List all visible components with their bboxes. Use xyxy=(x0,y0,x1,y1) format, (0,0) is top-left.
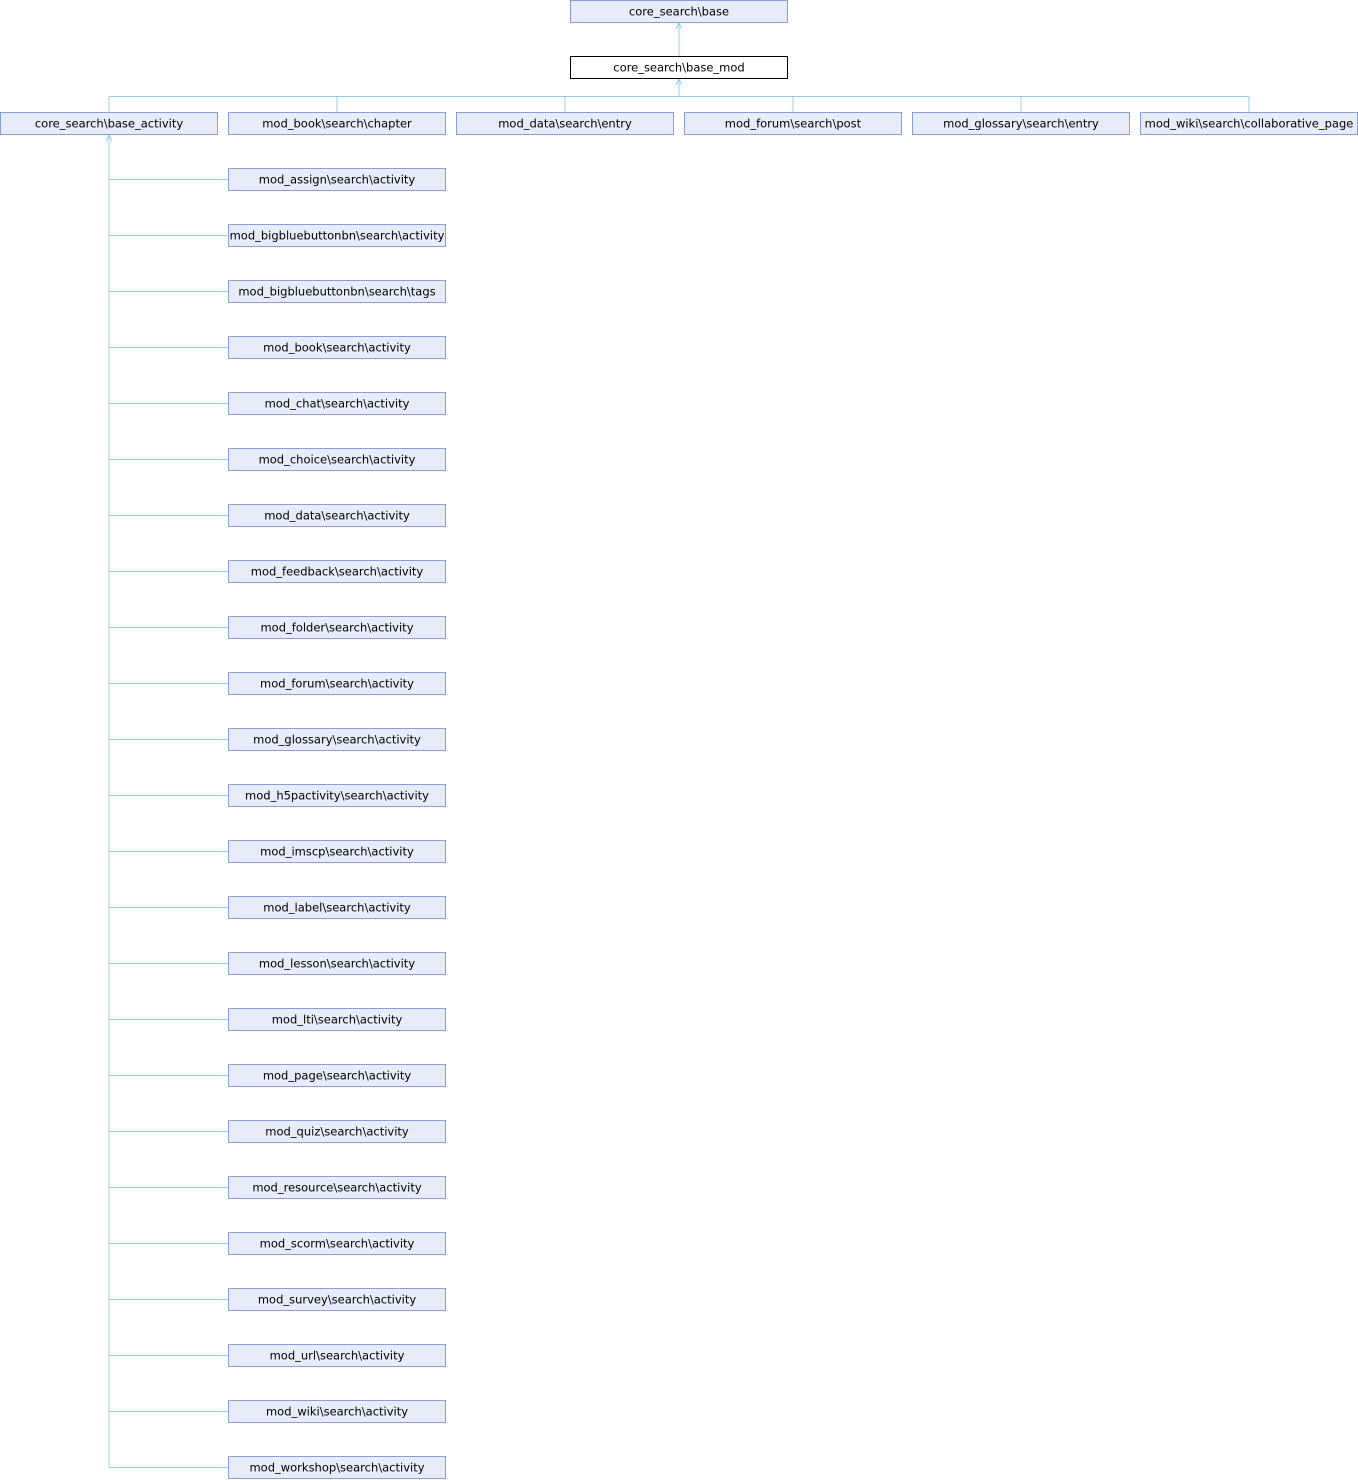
class-node-label: mod_choice\search\activity xyxy=(259,453,416,467)
class-node-box xyxy=(228,1400,446,1423)
class-node-box xyxy=(570,0,788,23)
class-node-box xyxy=(0,112,218,135)
class-node-box xyxy=(228,504,446,527)
class-node-label: mod_chat\search\activity xyxy=(265,397,410,411)
class-node-mod-resource-search-activity[interactable]: mod_resource\search\activity xyxy=(228,1176,446,1199)
class-node-label: mod_folder\search\activity xyxy=(260,621,413,635)
class-node-box xyxy=(228,1008,446,1031)
class-node-mod-folder-search-activity[interactable]: mod_folder\search\activity xyxy=(228,616,446,639)
class-node-mod-glossary-search-activity[interactable]: mod_glossary\search\activity xyxy=(228,728,446,751)
class-node-box xyxy=(228,1288,446,1311)
class-node-label: mod_data\search\activity xyxy=(264,509,410,523)
class-node-mod-book-search-chapter[interactable]: mod_book\search\chapter xyxy=(228,112,446,135)
class-node-box xyxy=(228,672,446,695)
class-node-label: mod_survey\search\activity xyxy=(258,1293,417,1307)
class-node-box xyxy=(228,1344,446,1367)
class-node-mod-choice-search-activity[interactable]: mod_choice\search\activity xyxy=(228,448,446,471)
class-node-box xyxy=(228,1120,446,1143)
class-node-label: mod_bigbluebuttonbn\search\activity xyxy=(230,229,445,243)
class-node-mod-h5pactivity-search-activity[interactable]: mod_h5pactivity\search\activity xyxy=(228,784,446,807)
class-node-mod-survey-search-activity[interactable]: mod_survey\search\activity xyxy=(228,1288,446,1311)
class-node-label: mod_data\search\entry xyxy=(498,117,632,131)
class-node-mod-label-search-activity[interactable]: mod_label\search\activity xyxy=(228,896,446,919)
class-node-box xyxy=(912,112,1130,135)
class-node-label: mod_forum\search\activity xyxy=(260,677,414,691)
class-node-label: mod_lesson\search\activity xyxy=(259,957,415,971)
class-node-box xyxy=(228,336,446,359)
class-node-label: mod_scorm\search\activity xyxy=(260,1237,415,1251)
class-node-box xyxy=(228,952,446,975)
class-node-mod-wiki-search-collaborative-page[interactable]: mod_wiki\search\collaborative_page xyxy=(1140,112,1358,135)
class-node-box xyxy=(228,1176,446,1199)
class-node-label: core_search\base_mod xyxy=(613,61,744,75)
class-node-label: core_search\base_activity xyxy=(35,117,183,131)
class-node-mod-forum-search-post[interactable]: mod_forum\search\post xyxy=(684,112,902,135)
class-node-mod-feedback-search-activity[interactable]: mod_feedback\search\activity xyxy=(228,560,446,583)
class-node-label: mod_assign\search\activity xyxy=(259,173,416,187)
class-node-box xyxy=(228,840,446,863)
class-node-box xyxy=(456,112,674,135)
class-node-label: mod_url\search\activity xyxy=(270,1349,405,1363)
class-node-mod-lti-search-activity[interactable]: mod_lti\search\activity xyxy=(228,1008,446,1031)
class-node-label: mod_bigbluebuttonbn\search\tags xyxy=(238,285,435,299)
class-node-mod-bigbluebuttonbn-search-tags[interactable]: mod_bigbluebuttonbn\search\tags xyxy=(228,280,446,303)
class-node-core-search-base-mod: core_search\base_mod xyxy=(570,56,788,79)
class-node-label: mod_glossary\search\activity xyxy=(253,733,421,747)
class-node-box xyxy=(228,616,446,639)
class-node-mod-assign-search-activity[interactable]: mod_assign\search\activity xyxy=(228,168,446,191)
class-node-box xyxy=(228,224,446,247)
class-node-box xyxy=(228,1064,446,1087)
class-node-box xyxy=(228,280,446,303)
class-node-label: mod_label\search\activity xyxy=(263,901,411,915)
class-node-label: mod_glossary\search\entry xyxy=(943,117,1099,131)
class-node-box xyxy=(228,1456,446,1479)
class-node-mod-lesson-search-activity[interactable]: mod_lesson\search\activity xyxy=(228,952,446,975)
class-node-box xyxy=(228,168,446,191)
class-node-mod-wiki-search-activity[interactable]: mod_wiki\search\activity xyxy=(228,1400,446,1423)
class-node-label: mod_wiki\search\activity xyxy=(266,1405,408,1419)
class-node-box xyxy=(228,728,446,751)
class-node-label: mod_book\search\chapter xyxy=(262,117,412,131)
class-node-box xyxy=(228,1232,446,1255)
class-node-label: mod_feedback\search\activity xyxy=(251,565,424,579)
class-node-mod-glossary-search-entry[interactable]: mod_glossary\search\entry xyxy=(912,112,1130,135)
class-node-label: mod_h5pactivity\search\activity xyxy=(245,789,429,803)
class-node-box xyxy=(570,56,788,79)
class-node-label: mod_imscp\search\activity xyxy=(260,845,414,859)
class-node-mod-scorm-search-activity[interactable]: mod_scorm\search\activity xyxy=(228,1232,446,1255)
class-node-label: mod_page\search\activity xyxy=(263,1069,412,1083)
class-node-label: mod_lti\search\activity xyxy=(272,1013,403,1027)
class-node-label: mod_quiz\search\activity xyxy=(265,1125,409,1139)
class-node-box xyxy=(684,112,902,135)
class-node-label: core_search\base xyxy=(629,5,729,19)
class-node-core-search-base-activity[interactable]: core_search\base_activity xyxy=(0,112,218,135)
class-node-box xyxy=(228,896,446,919)
class-node-label: mod_workshop\search\activity xyxy=(249,1461,424,1475)
class-node-mod-forum-search-activity[interactable]: mod_forum\search\activity xyxy=(228,672,446,695)
class-node-mod-page-search-activity[interactable]: mod_page\search\activity xyxy=(228,1064,446,1087)
class-node-mod-url-search-activity[interactable]: mod_url\search\activity xyxy=(228,1344,446,1367)
class-node-box xyxy=(228,112,446,135)
class-node-mod-book-search-activity[interactable]: mod_book\search\activity xyxy=(228,336,446,359)
class-node-label: mod_forum\search\post xyxy=(725,117,862,131)
class-node-mod-bigbluebuttonbn-search-activity[interactable]: mod_bigbluebuttonbn\search\activity xyxy=(228,224,446,247)
class-node-mod-chat-search-activity[interactable]: mod_chat\search\activity xyxy=(228,392,446,415)
class-node-core-search-base[interactable]: core_search\base xyxy=(570,0,788,23)
class-node-mod-workshop-search-activity[interactable]: mod_workshop\search\activity xyxy=(228,1456,446,1479)
class-node-label: mod_wiki\search\collaborative_page xyxy=(1145,117,1354,131)
class-node-mod-imscp-search-activity[interactable]: mod_imscp\search\activity xyxy=(228,840,446,863)
class-node-label: mod_book\search\activity xyxy=(263,341,411,355)
class-node-box xyxy=(228,392,446,415)
class-node-box xyxy=(228,784,446,807)
class-node-mod-data-search-entry[interactable]: mod_data\search\entry xyxy=(456,112,674,135)
class-node-box xyxy=(228,448,446,471)
class-node-mod-data-search-activity[interactable]: mod_data\search\activity xyxy=(228,504,446,527)
class-node-mod-quiz-search-activity[interactable]: mod_quiz\search\activity xyxy=(228,1120,446,1143)
class-node-label: mod_resource\search\activity xyxy=(252,1181,422,1195)
class-node-box xyxy=(228,560,446,583)
